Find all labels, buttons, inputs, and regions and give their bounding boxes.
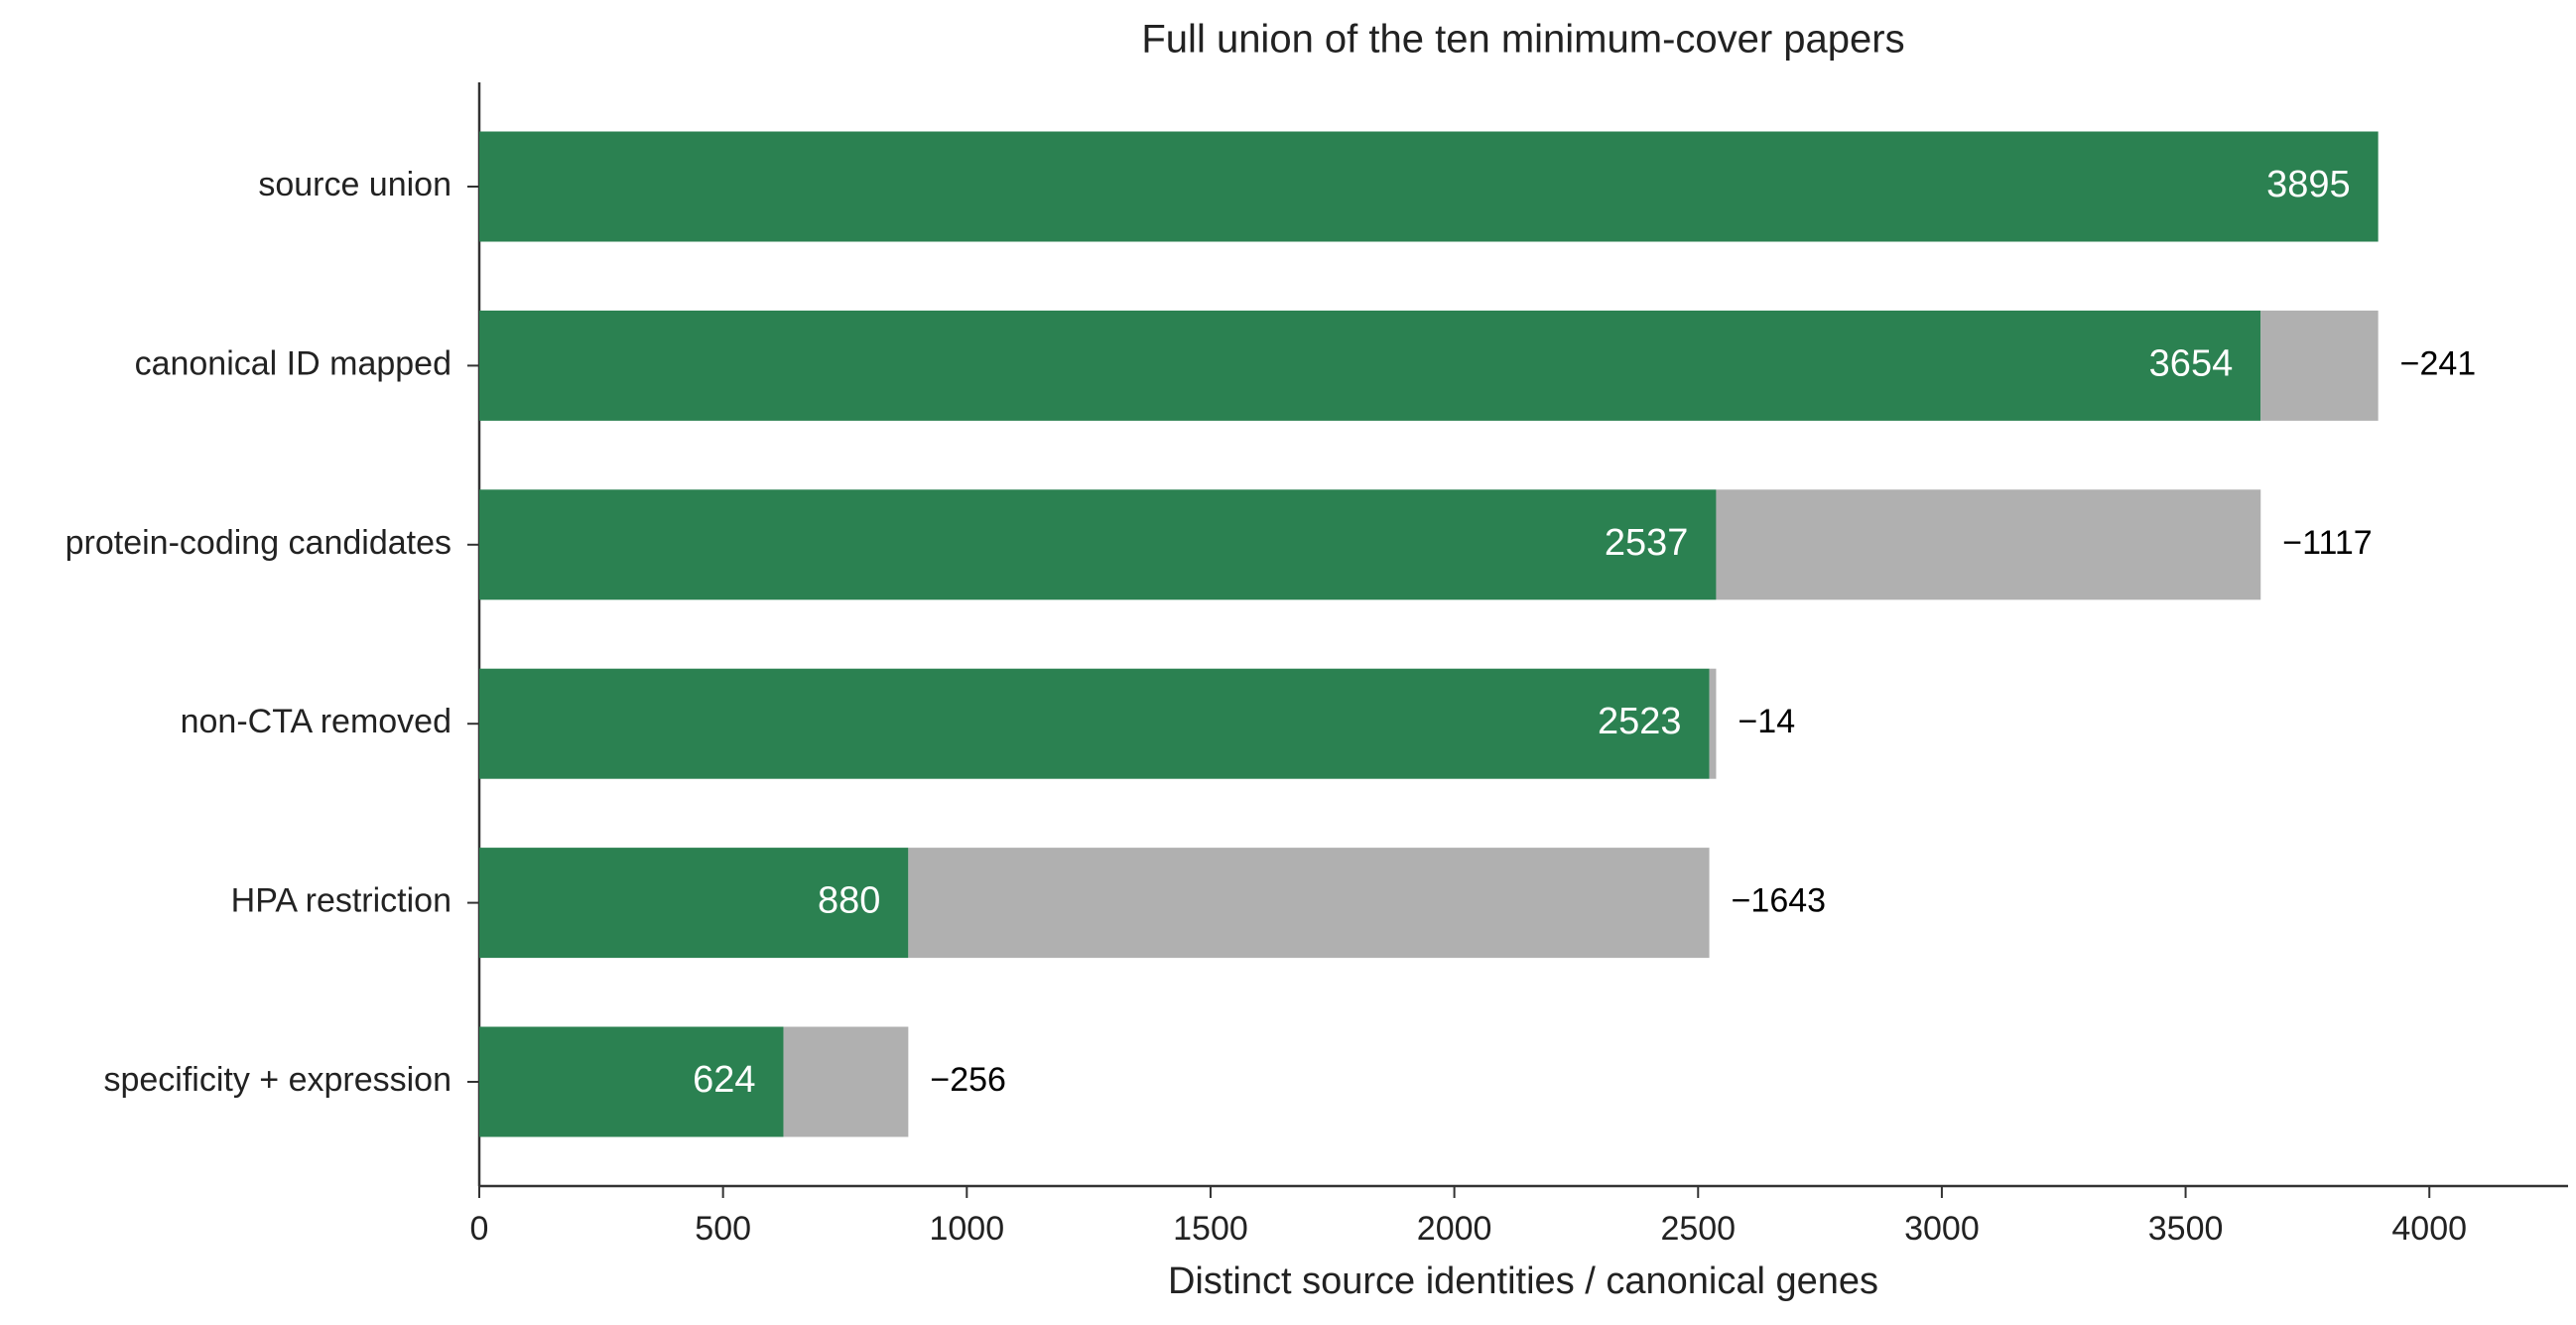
chart-title: Full union of the ten minimum-cover pape… [1141,18,1904,62]
x-tick-label: 0 [470,1210,489,1248]
x-tick-label: 1000 [929,1210,1004,1248]
y-tick-label: protein-coding candidates [65,524,451,562]
y-tick-label: source union [258,166,451,203]
x-tick-label: 3500 [2148,1210,2224,1248]
bar-segment [479,668,1710,779]
y-tick-label: HPA restriction [231,882,451,920]
removed-label: −256 [930,1061,1006,1099]
y-tick-label: non-CTA removed [181,703,451,740]
x-tick-label: 4000 [2391,1210,2467,1248]
bar-value-label: 624 [693,1059,755,1101]
y-tick-label: canonical ID mapped [135,344,451,382]
bar-segment [479,489,1717,600]
x-tick-label: 3000 [1904,1210,1980,1248]
bar-value-label: 2537 [1605,522,1689,564]
bar-segment [1709,668,1717,779]
x-tick-label: 1500 [1173,1210,1248,1248]
removed-label: −1117 [2282,524,2372,562]
removed-label: −1643 [1732,882,1827,920]
bar-segment [479,848,909,959]
x-tick-label: 500 [695,1210,751,1248]
bar-value-label: 2523 [1598,701,1682,742]
x-tick-label: 2500 [1660,1210,1736,1248]
bar-value-label: 880 [818,880,880,922]
x-tick-label: 2000 [1417,1210,1492,1248]
bar-segment [783,1026,909,1137]
bar-segment [479,310,2261,421]
bar-segment [2260,310,2379,421]
y-tick-label: specificity + expression [103,1061,451,1099]
bar-segment [908,848,1710,959]
x-axis-label: Distinct source identities / canonical g… [1168,1260,1878,1302]
bar-segment [479,1026,784,1137]
removed-label: −14 [1738,703,1795,740]
removed-label: −241 [2400,344,2477,382]
bar-segment [479,131,2379,242]
bar-value-label: 3654 [2149,342,2234,384]
bar-segment [1716,489,2261,600]
bar-value-label: 3895 [2266,164,2351,205]
